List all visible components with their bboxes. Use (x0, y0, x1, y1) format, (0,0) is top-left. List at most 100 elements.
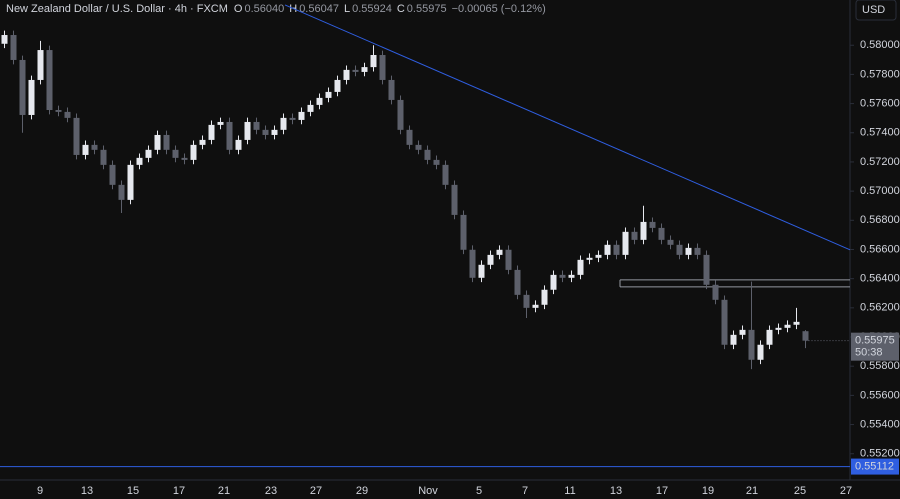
x-tick-label: Nov (418, 485, 438, 497)
y-tick-label: 0.56200 (860, 302, 900, 314)
support-label: 0.55112 (855, 460, 894, 472)
candle-body (415, 144, 422, 150)
candle-body (100, 149, 107, 165)
candle-body (298, 111, 305, 120)
candle-body (559, 274, 566, 278)
header-text: O (234, 3, 243, 15)
candle-body (208, 124, 215, 140)
currency[interactable]: USD (862, 4, 885, 16)
header-text: 0.56040 (244, 3, 284, 15)
candle-body (1, 35, 8, 44)
candle-body (712, 284, 719, 300)
candle-body (604, 244, 611, 255)
candle-body (55, 110, 62, 112)
x-tick-label: 17 (656, 485, 668, 497)
candle-body (343, 69, 350, 80)
candle-body (703, 254, 710, 285)
candle-body (397, 99, 404, 130)
candle-body (163, 134, 170, 150)
candle-body (442, 164, 449, 185)
x-tick-label: 13 (81, 485, 93, 497)
candle-body (406, 129, 413, 145)
candle-body (118, 184, 125, 200)
candle-body (793, 321, 800, 325)
candle-body (577, 259, 584, 275)
candle-body (667, 239, 674, 245)
candle-body (370, 55, 377, 68)
candle-body (136, 157, 143, 165)
x-tick-label: 11 (564, 485, 575, 497)
candle-body (676, 244, 683, 255)
x-tick-label: 15 (127, 485, 139, 497)
candle-body (640, 221, 647, 240)
y-tick-label: 0.56600 (860, 243, 900, 255)
candle-body (478, 264, 485, 278)
candle-body (685, 247, 692, 255)
candle-body (568, 274, 575, 278)
candle-body (307, 104, 314, 112)
header-text: New Zealand Dollar / U.S. Dollar · 4h · … (6, 3, 228, 15)
candle-body (235, 139, 242, 150)
y-tick-label: 0.56800 (860, 214, 900, 226)
candle-body (523, 294, 530, 308)
candle-body (64, 111, 71, 118)
candle-body (721, 299, 728, 345)
candle-body (10, 35, 17, 60)
trendline (284, 4, 851, 251)
x-tick-label: 21 (746, 485, 758, 497)
candle-body (649, 221, 656, 228)
candle-body (802, 331, 809, 341)
candle-body (433, 159, 440, 165)
candle-body (316, 97, 323, 105)
candle-body (91, 144, 98, 150)
candle-body (586, 257, 593, 260)
countdown: 50:38 (855, 347, 883, 359)
x-tick-label: 5 (476, 485, 482, 497)
candle-body (487, 254, 494, 265)
candle-body (334, 79, 341, 92)
candle-body (631, 231, 638, 240)
y-tick-label: 0.57400 (860, 127, 900, 139)
x-tick-label: 23 (265, 485, 277, 497)
last-price-tag (851, 332, 899, 361)
y-tick-label: 0.57600 (860, 97, 900, 109)
x-tick-label: 13 (610, 485, 622, 497)
header-text: 0.55975 (407, 3, 447, 15)
candle-body (244, 121, 251, 140)
candle-body (514, 269, 521, 295)
x-tick-label: 17 (173, 485, 185, 497)
candle-body (145, 149, 152, 158)
last-price-label: 0.55975 (855, 335, 895, 347)
x-tick-label: 25 (794, 485, 806, 497)
candle-body (496, 249, 503, 255)
x-tick-label: 27 (310, 485, 322, 497)
candle-body (757, 344, 764, 360)
header: New Zealand Dollar / U.S. Dollar · 4h · … (0, 0, 560, 18)
header-text: 0.56047 (299, 3, 339, 15)
y-tick-label: 0.55200 (860, 448, 900, 460)
candle-body (361, 67, 368, 72)
candle-body (280, 117, 287, 130)
candle-body (127, 164, 134, 200)
candle-body (658, 227, 665, 240)
candle-body (379, 55, 386, 80)
candle-body (541, 289, 548, 305)
candle-body (172, 149, 179, 158)
candle-body (739, 329, 746, 335)
x-tick-label: 19 (702, 485, 714, 497)
candle-body (190, 144, 197, 160)
candle-body (730, 334, 737, 345)
candle-body (694, 247, 701, 255)
candle-body (532, 304, 539, 308)
currency-button[interactable] (855, 0, 897, 21)
x-tick-label: 9 (37, 485, 43, 497)
header-text: L (344, 3, 350, 15)
y-tick-label: 0.55800 (860, 360, 900, 372)
header-text: 0.55924 (352, 3, 392, 15)
candle-body (253, 121, 260, 130)
header-text: −0.00065 (−0.12%) (452, 3, 546, 15)
candle-body (271, 129, 278, 135)
candle-body (595, 254, 602, 258)
candle-body (37, 50, 44, 80)
